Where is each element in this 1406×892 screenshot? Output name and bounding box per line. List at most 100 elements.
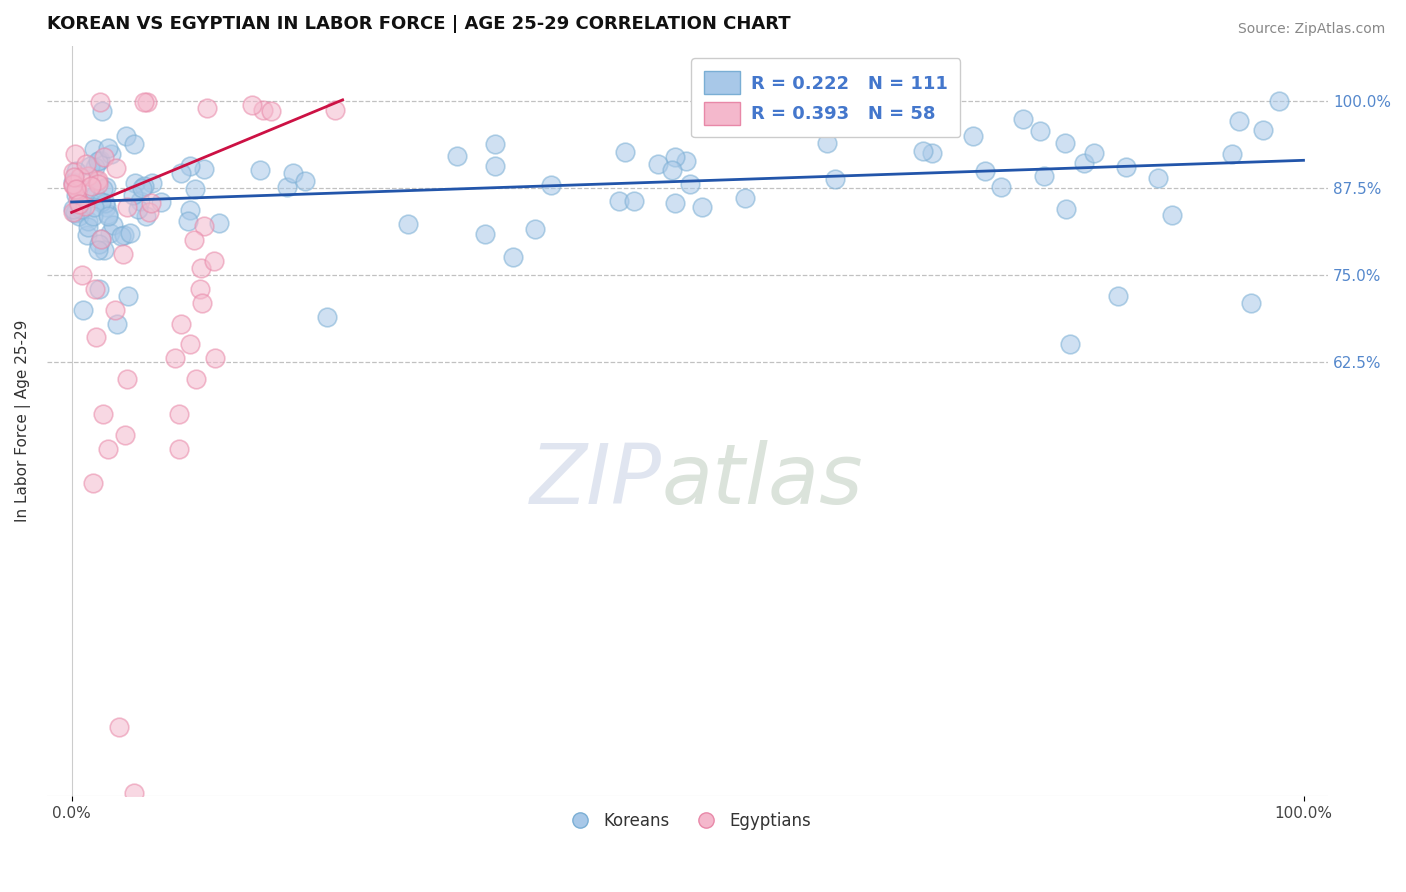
Point [66, 193, 89, 207]
Point [193, 219, 215, 234]
Point [129, 194, 152, 208]
Point [62, 175, 84, 189]
Point [484, 159, 506, 173]
Point [208, 216, 231, 230]
Point [72, 268, 94, 282]
Point [1227, 113, 1250, 128]
Point [912, 144, 935, 158]
Point [132, 178, 155, 193]
Point [396, 218, 419, 232]
Point [62, 170, 84, 185]
Point [240, 97, 263, 112]
Point [87, 236, 110, 251]
Point [105, 161, 128, 175]
Point [179, 337, 201, 351]
Point [990, 179, 1012, 194]
Point [1032, 169, 1054, 183]
Point [69, 169, 91, 184]
Point [105, 317, 128, 331]
Text: Source: ZipAtlas.com: Source: ZipAtlas.com [1237, 22, 1385, 37]
Point [191, 295, 214, 310]
Point [675, 153, 697, 168]
Point [1251, 123, 1274, 137]
Point [62, 202, 84, 216]
Point [111, 247, 134, 261]
Point [75, 157, 97, 171]
Point [108, 720, 131, 734]
Point [163, 351, 186, 366]
Point [179, 202, 201, 217]
Point [1160, 208, 1182, 222]
Point [734, 191, 756, 205]
Point [72, 302, 94, 317]
Point [82, 209, 104, 223]
Point [84, 188, 107, 202]
Point [110, 229, 132, 244]
Point [252, 103, 274, 118]
Point [91, 182, 114, 196]
Point [179, 160, 201, 174]
Point [169, 407, 191, 421]
Point [93, 150, 115, 164]
Point [131, 181, 153, 195]
Point [112, 227, 135, 242]
Point [66, 184, 89, 198]
Point [67, 196, 90, 211]
Point [76, 227, 98, 242]
Point [94, 180, 117, 194]
Point [80, 178, 103, 193]
Point [124, 177, 146, 191]
Point [446, 149, 468, 163]
Point [117, 289, 139, 303]
Point [132, 95, 155, 110]
Point [283, 166, 305, 180]
Point [97, 141, 120, 155]
Point [607, 194, 630, 208]
Point [62, 205, 84, 219]
Point [89, 95, 111, 109]
Point [63, 206, 86, 220]
Point [62, 165, 84, 179]
Point [120, 226, 142, 240]
Point [474, 227, 496, 242]
Point [98, 226, 121, 240]
Point [893, 114, 915, 128]
Point [76, 169, 98, 184]
Point [647, 157, 669, 171]
Point [122, 137, 145, 152]
Point [679, 177, 702, 191]
Point [661, 163, 683, 178]
Point [170, 317, 193, 331]
Y-axis label: In Labor Force | Age 25-29: In Labor Force | Age 25-29 [15, 319, 31, 522]
Point [193, 162, 215, 177]
Point [76, 219, 98, 234]
Point [90, 104, 112, 119]
Point [65, 178, 87, 193]
Point [104, 302, 127, 317]
Point [114, 427, 136, 442]
Point [1054, 136, 1077, 150]
Point [170, 166, 193, 180]
Text: ZIP: ZIP [530, 441, 662, 522]
Point [260, 103, 283, 118]
Point [690, 200, 713, 214]
Point [664, 150, 686, 164]
Point [100, 146, 122, 161]
Point [79, 159, 101, 173]
Point [115, 372, 138, 386]
Point [614, 145, 637, 160]
Point [138, 205, 160, 219]
Point [1147, 171, 1170, 186]
Point [87, 153, 110, 168]
Point [204, 351, 226, 366]
Point [65, 204, 87, 219]
Point [484, 136, 506, 151]
Point [623, 194, 645, 208]
Point [1115, 161, 1137, 175]
Point [97, 209, 120, 223]
Point [190, 260, 212, 275]
Point [94, 200, 117, 214]
Point [83, 200, 105, 214]
Point [323, 103, 346, 117]
Point [294, 174, 316, 188]
